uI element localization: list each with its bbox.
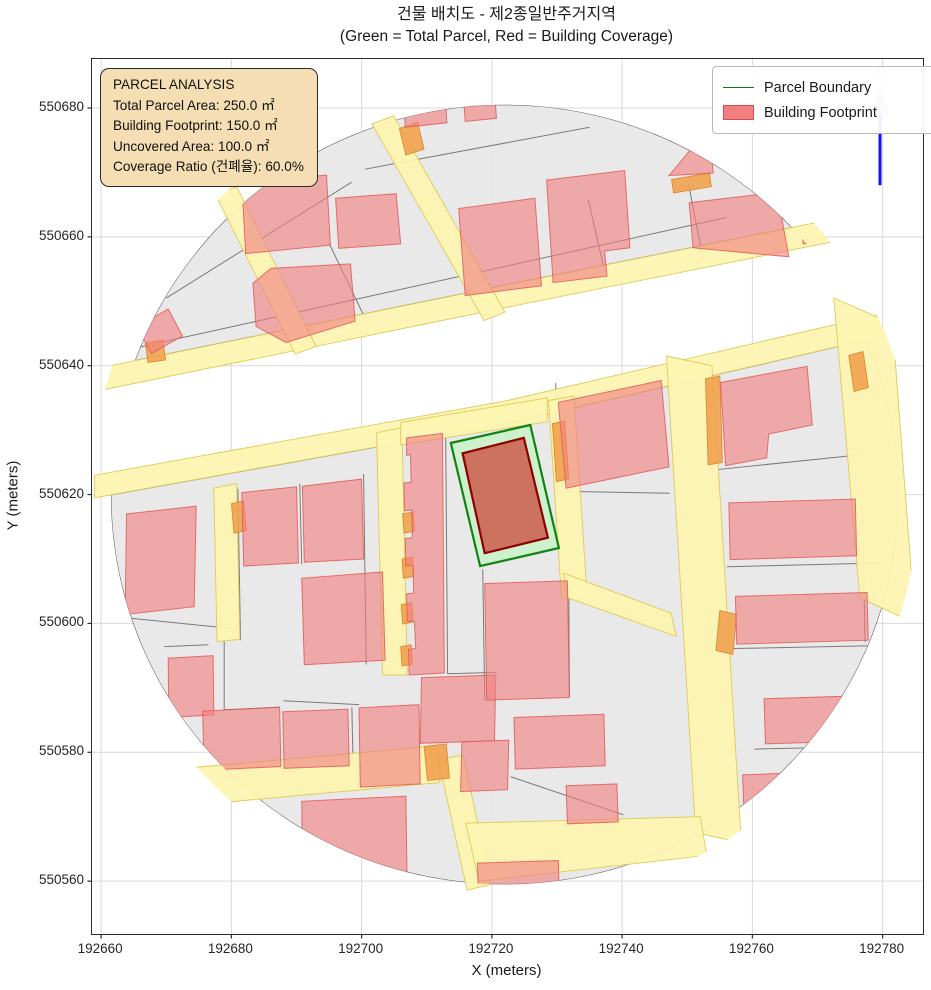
parcel-analysis-line: Uncovered Area: 100.0 ㎡ [113,138,270,154]
y-tick-label: 550640 [38,356,84,372]
figure-title-block: 건물 배치도 - 제2종일반주거지역 (Green = Total Parcel… [91,4,922,48]
x-tick-label: 192720 [468,941,514,956]
legend-label: Building Footprint [764,104,877,121]
parcel-analysis-line: PARCEL ANALYSIS [113,77,235,92]
legend-item-building-footprint: Building Footprint [723,100,924,125]
legend: Parcel Boundary Building Footprint [712,66,931,134]
x-tick-label: 192780 [859,941,905,956]
building-footprint-patch-swatch [723,105,754,120]
map-plot: N [87,59,923,939]
x-tick-label: 192700 [338,941,384,956]
parcel-analysis-line: Total Parcel Area: 250.0 ㎡ [113,97,275,113]
x-tick-label: 192680 [207,941,253,956]
y-tick-label: 550620 [38,485,84,501]
plot-area: N [87,58,924,939]
y-tick-label: 550660 [38,227,84,243]
parcel-analysis-line: Building Footprint: 150.0 ㎡ [113,118,278,133]
parcel-analysis-box: PARCEL ANALYSIS Total Parcel Area: 250.0 … [100,68,318,187]
parcel-boundary-line-swatch [723,87,754,88]
figure-subtitle: (Green = Total Parcel, Red = Building Co… [339,28,674,45]
parcel-analysis-line: Coverage Ratio (건폐율): 60.0% [113,159,304,174]
x-axis-label: X (meters) [471,962,542,979]
y-tick-label: 550560 [38,872,84,888]
legend-item-parcel-boundary: Parcel Boundary [723,75,924,100]
subject-building [461,436,550,555]
y-tick-label: 550580 [38,743,84,759]
x-tick-label: 192760 [728,941,774,956]
x-tick-label: 192740 [598,941,644,956]
y-tick-label: 550680 [38,98,84,114]
tick-marks [87,107,884,939]
y-tick-label: 550600 [38,614,84,630]
x-tick-label: 192660 [77,941,123,956]
figure-title: 건물 배치도 - 제2종일반주거지역 [397,6,616,23]
legend-label: Parcel Boundary [764,79,872,96]
